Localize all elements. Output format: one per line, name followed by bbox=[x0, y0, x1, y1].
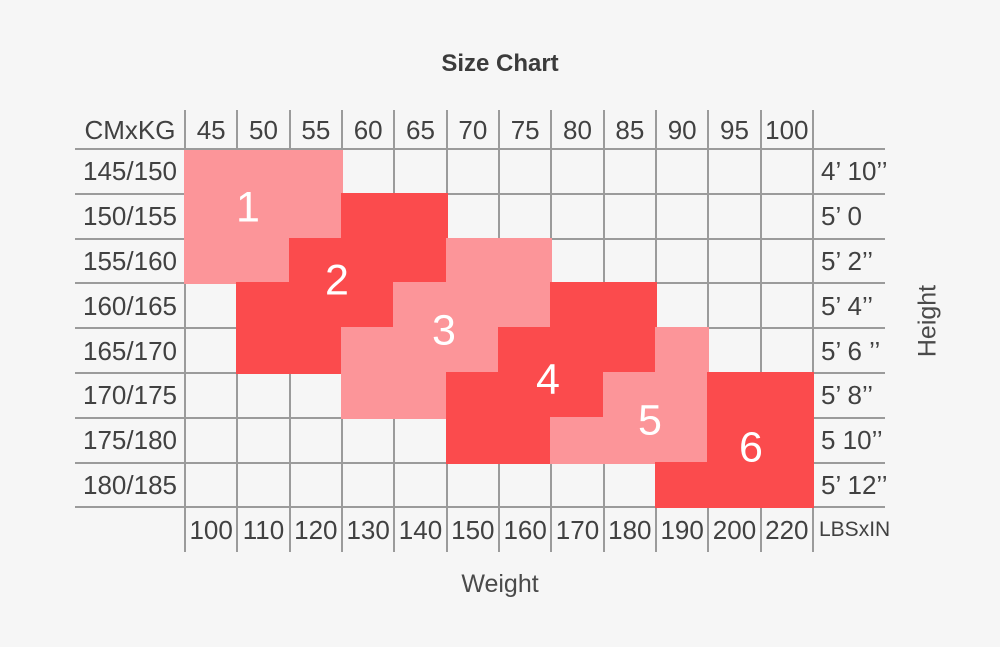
kg-header-cell: 90 bbox=[667, 114, 697, 145]
zone-3-segment bbox=[341, 372, 448, 419]
inch-row-label: 5’ 12’’ bbox=[821, 469, 888, 500]
zone-3-segment bbox=[445, 237, 553, 285]
grid-line-v bbox=[184, 110, 186, 552]
zone-2-segment bbox=[236, 282, 396, 330]
unit-label-lbsxin: LBSxIN bbox=[819, 518, 891, 541]
weight-axis-label: Weight bbox=[461, 570, 539, 598]
cm-row-label: 165/170 bbox=[83, 335, 177, 366]
zone-2-label: 2 bbox=[325, 256, 349, 305]
inch-row-label: 4’ 10’’ bbox=[821, 156, 888, 187]
inch-row-label: 5’ 4’’ bbox=[821, 290, 874, 321]
zone-2-segment bbox=[341, 192, 448, 240]
grid-line-v bbox=[759, 110, 762, 552]
zone-3-label: 3 bbox=[432, 306, 456, 355]
kg-header-cell: 95 bbox=[720, 114, 749, 145]
zone-4-segment bbox=[550, 282, 657, 330]
cm-row-label: 145/150 bbox=[83, 156, 177, 187]
cm-row-label: 170/175 bbox=[83, 380, 177, 411]
chart-title: Size Chart bbox=[441, 50, 559, 77]
inch-row-label: 5’ 2’’ bbox=[821, 245, 874, 276]
unit-label-cmxkg: CMxKG bbox=[84, 114, 176, 145]
kg-header-cell: 60 bbox=[353, 114, 383, 145]
zone-1-segment bbox=[184, 192, 343, 240]
kg-header-cell: 85 bbox=[615, 114, 645, 145]
grid-line-v bbox=[812, 110, 814, 552]
zone-3-segment bbox=[393, 282, 553, 330]
zone-4-segment bbox=[498, 327, 657, 374]
zone-1-segment bbox=[184, 237, 291, 285]
cm-row-label: 160/165 bbox=[83, 290, 177, 321]
zone-3-segment bbox=[341, 327, 500, 374]
lbs-footer-cell: 140 bbox=[398, 515, 443, 546]
cm-row-label: 175/180 bbox=[83, 425, 177, 456]
kg-header-cell: 100 bbox=[765, 114, 809, 145]
zone-2-segment bbox=[236, 327, 343, 374]
lbs-footer-cell: 200 bbox=[712, 515, 757, 546]
lbs-footer-cell: 120 bbox=[294, 515, 338, 546]
zone-4-label: 4 bbox=[536, 355, 560, 404]
kg-header-cell: 65 bbox=[406, 114, 435, 145]
zone-2-segment bbox=[288, 237, 448, 285]
zone-6-segment bbox=[707, 416, 814, 464]
zone-5-segment bbox=[655, 327, 710, 374]
lbs-footer-cell: 130 bbox=[346, 515, 390, 546]
cm-row-label: 150/155 bbox=[83, 201, 177, 232]
kg-header-cell: 55 bbox=[301, 114, 331, 145]
kg-header-cell: 75 bbox=[510, 114, 540, 145]
zone-4-segment bbox=[445, 416, 553, 464]
lbs-footer-cell: 180 bbox=[608, 515, 652, 546]
kg-header-cell: 80 bbox=[563, 114, 592, 145]
lbs-footer-cell: 170 bbox=[555, 515, 600, 546]
zone-6-label: 6 bbox=[739, 423, 763, 472]
grid-line-h bbox=[75, 148, 885, 150]
lbs-footer-cell: 220 bbox=[765, 515, 809, 546]
lbs-footer-cell: 190 bbox=[660, 515, 704, 546]
kg-header-cell: 45 bbox=[196, 114, 226, 145]
zone-6-segment bbox=[707, 372, 814, 419]
zone-5-segment bbox=[550, 416, 710, 464]
lbs-footer-cell: 160 bbox=[503, 515, 547, 546]
inch-row-label: 5’ 8’’ bbox=[821, 380, 874, 411]
zone-1-label: 1 bbox=[236, 183, 260, 232]
lbs-footer-cell: 110 bbox=[242, 515, 285, 546]
lbs-footer-cell: 150 bbox=[451, 515, 495, 546]
zone-5-label: 5 bbox=[638, 396, 662, 445]
cm-row-label: 180/185 bbox=[83, 469, 177, 500]
inch-row-label: 5’ 0 bbox=[821, 201, 862, 232]
height-axis-label: Height bbox=[913, 284, 942, 358]
kg-header-cell: 70 bbox=[458, 114, 488, 145]
kg-header-cell: 50 bbox=[249, 114, 278, 145]
lbs-footer-cell: 100 bbox=[189, 515, 233, 546]
inch-row-label: 5 10’’ bbox=[821, 425, 883, 456]
inch-row-label: 5’ 6 ’’ bbox=[821, 335, 881, 366]
zone-5-segment bbox=[602, 372, 710, 419]
cm-row-label: 155/160 bbox=[83, 245, 177, 276]
grid-line-h bbox=[75, 192, 885, 195]
zone-6-segment bbox=[655, 461, 814, 509]
zone-1-segment bbox=[184, 150, 343, 195]
zone-4-segment bbox=[445, 372, 605, 419]
grid-line-h bbox=[75, 506, 885, 509]
